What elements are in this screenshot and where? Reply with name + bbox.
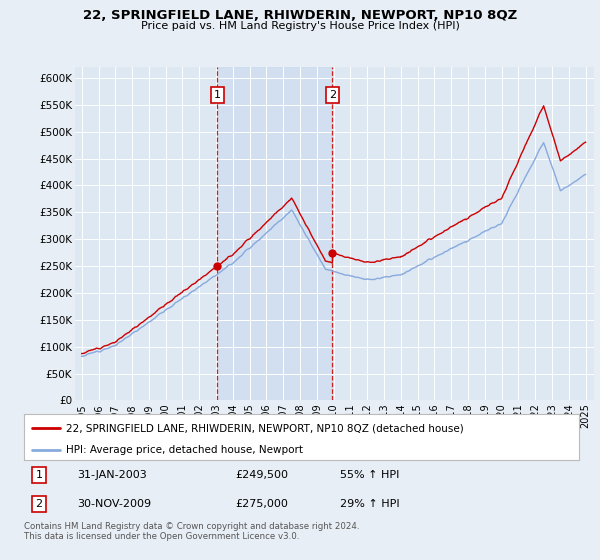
Text: 2: 2 <box>329 90 336 100</box>
Text: 1: 1 <box>214 90 221 100</box>
Text: Contains HM Land Registry data © Crown copyright and database right 2024.
This d: Contains HM Land Registry data © Crown c… <box>24 522 359 542</box>
Text: £249,500: £249,500 <box>235 470 288 480</box>
Text: 2: 2 <box>35 500 43 509</box>
Text: 55% ↑ HPI: 55% ↑ HPI <box>340 470 400 480</box>
Text: 1: 1 <box>35 470 43 480</box>
Text: HPI: Average price, detached house, Newport: HPI: Average price, detached house, Newp… <box>65 445 302 455</box>
Text: 22, SPRINGFIELD LANE, RHIWDERIN, NEWPORT, NP10 8QZ (detached house): 22, SPRINGFIELD LANE, RHIWDERIN, NEWPORT… <box>65 423 463 433</box>
Text: Price paid vs. HM Land Registry's House Price Index (HPI): Price paid vs. HM Land Registry's House … <box>140 21 460 31</box>
Bar <box>217 67 332 400</box>
Text: 29% ↑ HPI: 29% ↑ HPI <box>340 500 400 509</box>
Text: 22, SPRINGFIELD LANE, RHIWDERIN, NEWPORT, NP10 8QZ: 22, SPRINGFIELD LANE, RHIWDERIN, NEWPORT… <box>83 9 517 22</box>
Text: 31-JAN-2003: 31-JAN-2003 <box>77 470 146 480</box>
Text: £275,000: £275,000 <box>235 500 288 509</box>
Text: 30-NOV-2009: 30-NOV-2009 <box>77 500 151 509</box>
